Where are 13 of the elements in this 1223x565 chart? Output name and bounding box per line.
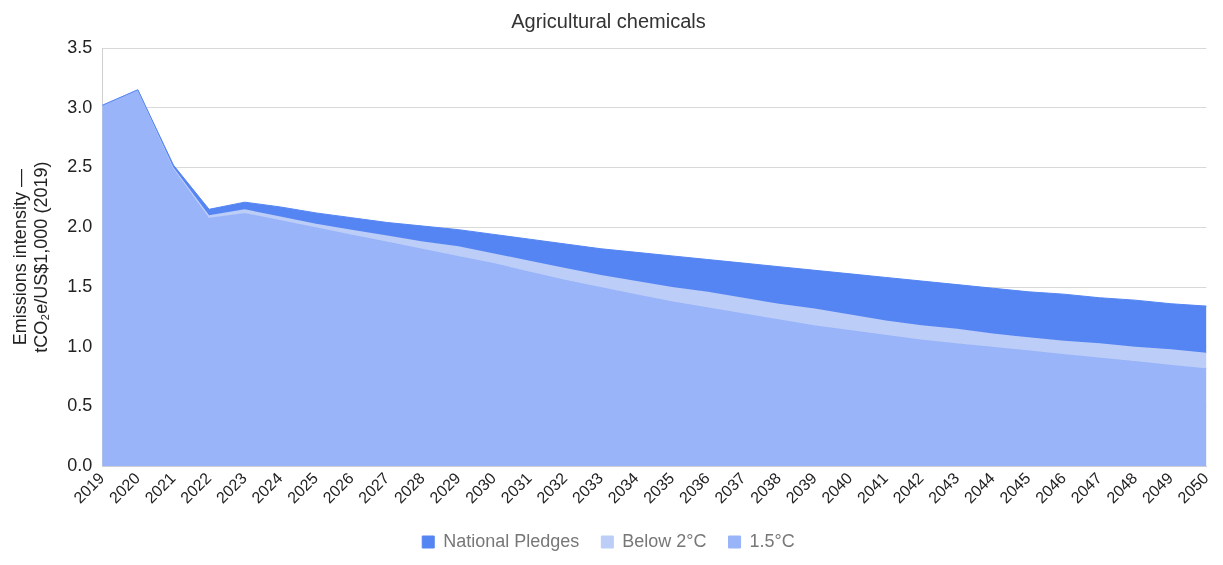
chart-title: Agricultural chemicals	[511, 9, 706, 32]
legend-label: National Pledges	[443, 530, 580, 551]
y-axis-title: Emissions intensity — tCO₂e/US$1,000 (2019)	[9, 161, 52, 353]
y-tick-label: 1.5	[67, 275, 93, 296]
legend-label: 1.5°C	[749, 530, 795, 551]
y-tick-label: 0.0	[67, 455, 93, 476]
y-tick-label: 1.0	[67, 335, 93, 356]
legend-label: Below 2°C	[622, 530, 707, 551]
y-tick-label: 2.5	[67, 156, 93, 177]
y-tick-label: 3.5	[67, 36, 93, 57]
y-tick-label: 2.0	[67, 216, 93, 237]
y-tick-label: 0.5	[67, 395, 93, 416]
y-tick-label: 3.0	[67, 96, 93, 117]
